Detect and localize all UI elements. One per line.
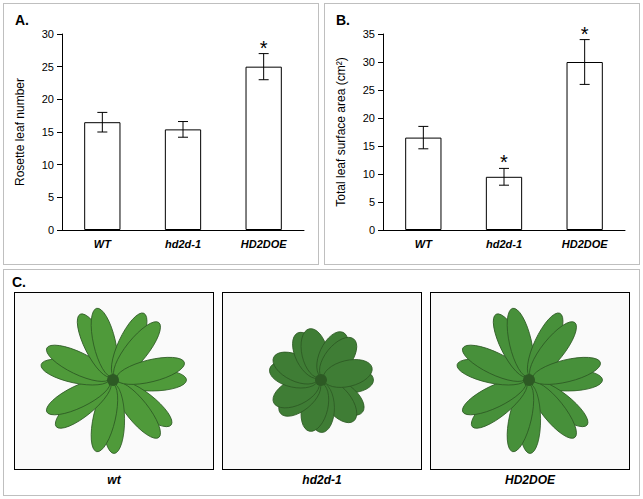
svg-text:hd2d-1: hd2d-1 [165, 238, 201, 250]
svg-text:20: 20 [363, 112, 375, 124]
html-text:C.: C. [12, 274, 26, 290]
html-text:HD2DOE: HD2DOE [505, 473, 555, 487]
svg-text:25: 25 [42, 61, 54, 73]
svg-text:*: * [260, 37, 268, 59]
svg-text:*: * [581, 23, 589, 45]
svg-text:HD2DOE: HD2DOE [241, 238, 288, 250]
svg-text:5: 5 [48, 191, 54, 203]
svg-text:A.: A. [15, 12, 29, 28]
svg-text:Total leaf surface area (cm²): Total leaf surface area (cm²) [334, 57, 348, 206]
svg-text:5: 5 [369, 196, 375, 208]
svg-text:WT: WT [94, 238, 112, 250]
svg-text:10: 10 [42, 159, 54, 171]
svg-text:hd2d-1: hd2d-1 [486, 238, 522, 250]
svg-text:Rosette leaf number: Rosette leaf number [13, 78, 27, 186]
svg-text:30: 30 [363, 56, 375, 68]
svg-text:WT: WT [415, 238, 433, 250]
html-text:wt: wt [107, 473, 121, 487]
svg-text:15: 15 [363, 140, 375, 152]
svg-text:*: * [500, 151, 508, 173]
svg-text:20: 20 [42, 93, 54, 105]
svg-text:35: 35 [363, 28, 375, 40]
svg-text:15: 15 [42, 126, 54, 138]
svg-text:25: 25 [363, 84, 375, 96]
svg-text:B.: B. [336, 12, 350, 28]
svg-text:0: 0 [369, 224, 375, 236]
svg-text:30: 30 [42, 28, 54, 40]
html-text:hd2d-1: hd2d-1 [302, 473, 342, 487]
svg-text:0: 0 [48, 224, 54, 236]
svg-text:10: 10 [363, 168, 375, 180]
svg-text:HD2DOE: HD2DOE [562, 238, 609, 250]
